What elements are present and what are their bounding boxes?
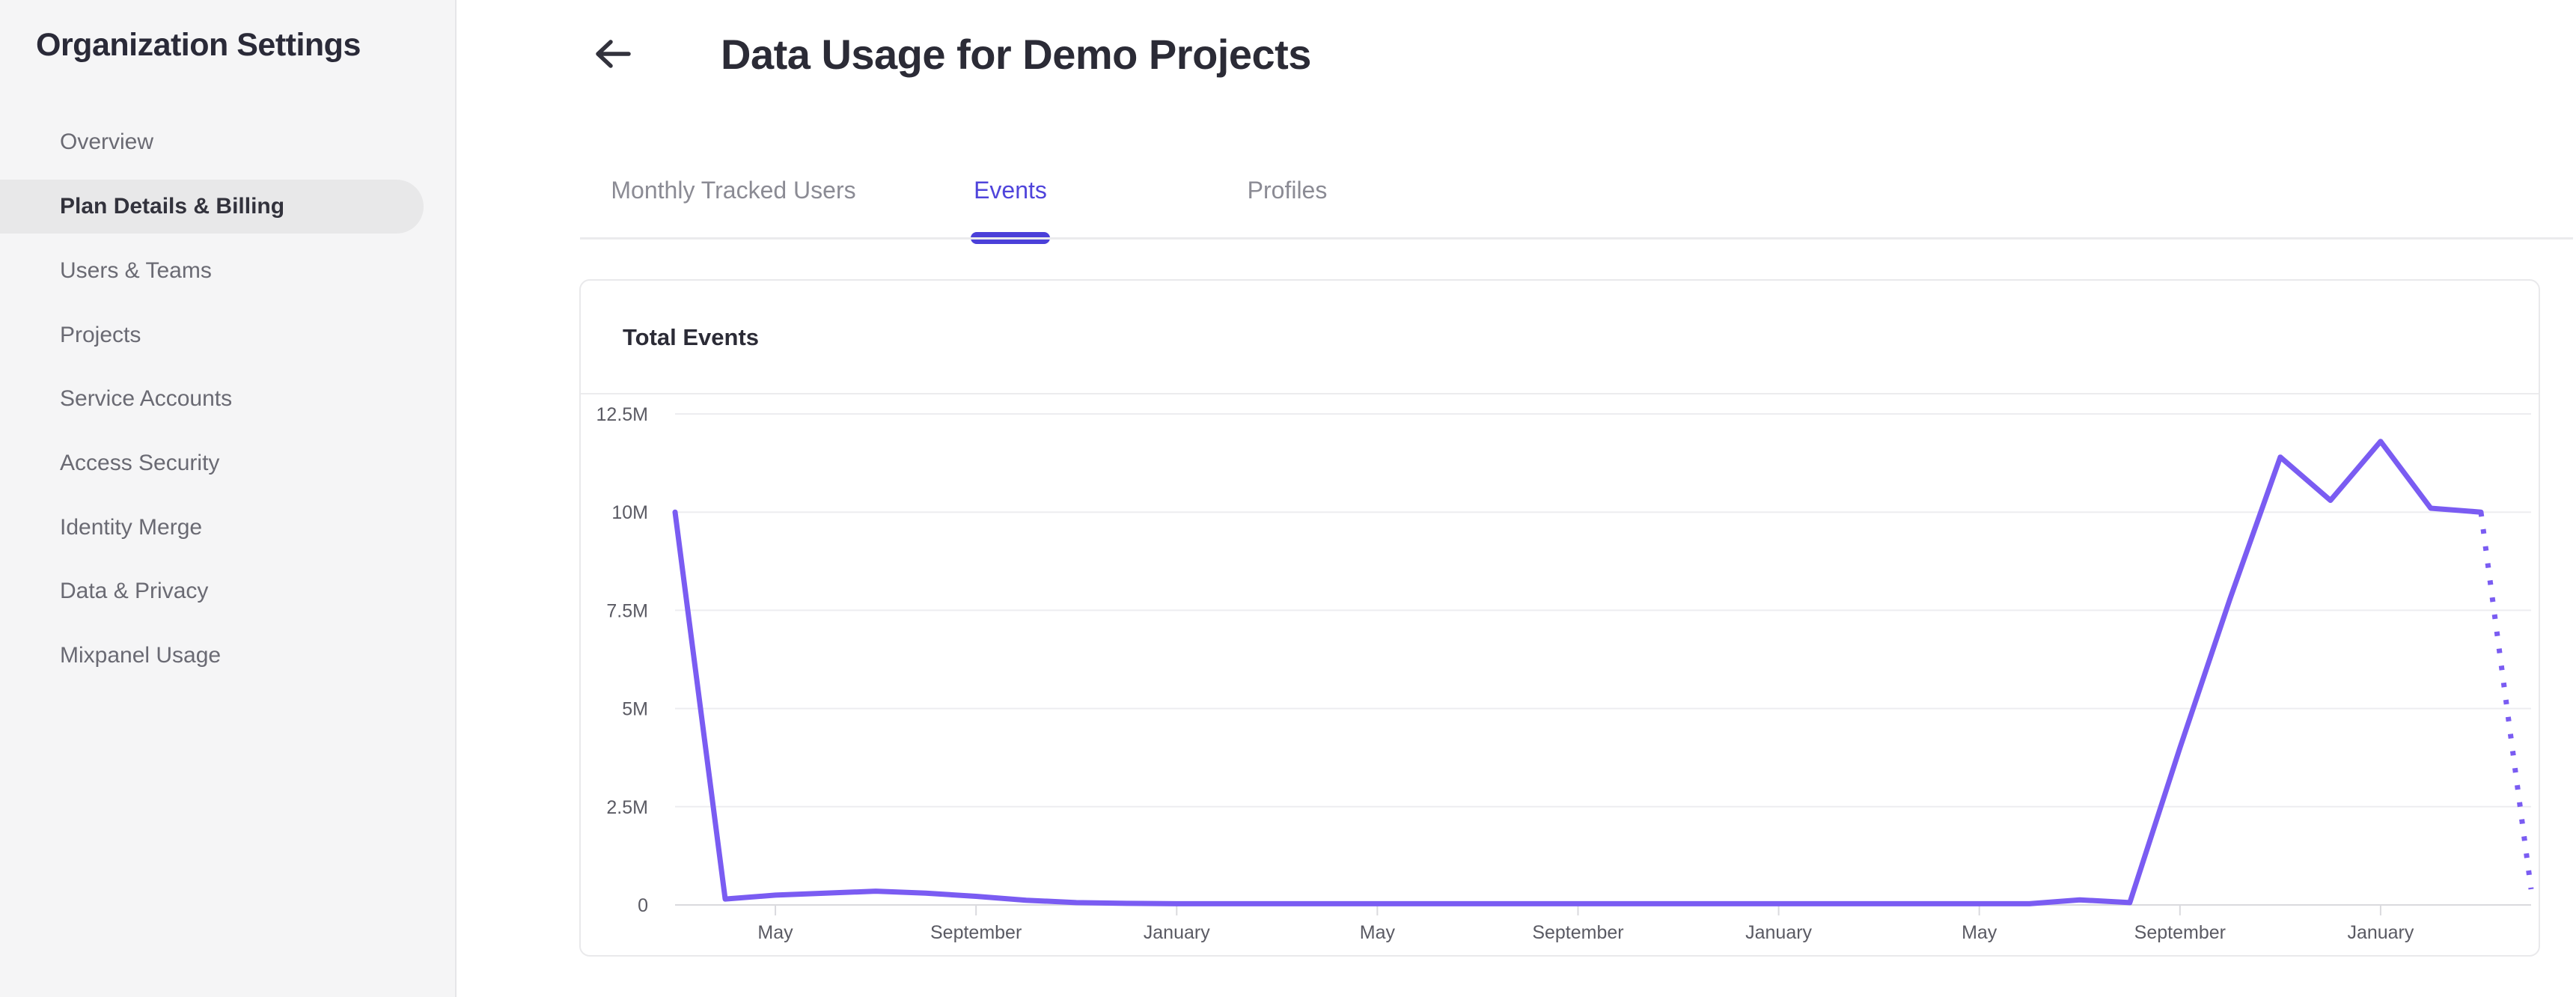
- sidebar-item-plan-details-billing[interactable]: Plan Details & Billing: [0, 180, 424, 234]
- chart-area: 0 2.5M 5M 7.5M 10M 12.5M May September January Ma…: [588, 406, 2534, 952]
- x-axis-label: September: [1532, 922, 1623, 943]
- tab-label: Profiles: [1247, 176, 1328, 204]
- sidebar: Organization Settings Overview Plan Deta…: [0, 0, 457, 997]
- sidebar-item-overview[interactable]: Overview: [60, 129, 154, 154]
- tab-events[interactable]: Events: [872, 142, 1149, 244]
- y-axis-label: 0: [638, 895, 648, 916]
- total-events-card: Total Events 0 2.5M 5M 7.5M 10M 12.5M May Septe…: [579, 279, 2540, 957]
- sidebar-item-data-privacy[interactable]: Data & Privacy: [60, 579, 209, 603]
- tab-label: Monthly Tracked Users: [611, 176, 856, 204]
- x-axis-label: May: [1962, 922, 1997, 943]
- y-axis-label: 12.5M: [596, 406, 648, 425]
- tab-label: Events: [974, 176, 1047, 204]
- x-axis-label: September: [2134, 922, 2226, 943]
- back-arrow-icon: [596, 40, 631, 68]
- y-axis-label: 7.5M: [606, 600, 648, 621]
- tabs-divider: [580, 237, 2573, 240]
- x-axis-label: January: [2347, 922, 2414, 943]
- card-header: Total Events: [581, 281, 2539, 394]
- total-events-line-chart: 0 2.5M 5M 7.5M 10M 12.5M May September January Ma…: [596, 406, 2534, 943]
- x-axis-label: January: [1745, 922, 1812, 943]
- page-title: Data Usage for Demo Projects: [721, 31, 1311, 78]
- sidebar-item-service-accounts[interactable]: Service Accounts: [60, 386, 233, 411]
- sidebar-item-users-teams[interactable]: Users & Teams: [60, 258, 212, 283]
- sidebar-item-mixpanel-usage[interactable]: Mixpanel Usage: [60, 643, 222, 668]
- tab-profiles[interactable]: Profiles: [1149, 142, 1426, 238]
- sidebar-item-identity-merge[interactable]: Identity Merge: [60, 515, 203, 540]
- events-line-projected-dotted: [2478, 511, 2534, 890]
- x-axis-label: May: [1360, 922, 1396, 943]
- y-axis-label: 10M: [611, 502, 648, 523]
- sidebar-item-projects[interactable]: Projects: [60, 323, 141, 347]
- tab-monthly-tracked-users[interactable]: Monthly Tracked Users: [595, 142, 872, 238]
- x-axis-label: May: [757, 922, 793, 943]
- tabs-bar: Monthly Tracked Users Events Profiles: [595, 142, 1426, 244]
- sidebar-item-access-security[interactable]: Access Security: [60, 451, 220, 475]
- x-axis-label: January: [1144, 922, 1210, 943]
- y-axis-label: 5M: [622, 699, 648, 720]
- chart-title: Total Events: [623, 324, 760, 350]
- back-button[interactable]: [591, 33, 633, 75]
- x-axis-label: September: [930, 922, 1022, 943]
- sidebar-title: Organization Settings: [36, 27, 361, 63]
- y-axis-label: 2.5M: [606, 797, 648, 818]
- events-line-solid: [672, 439, 2484, 906]
